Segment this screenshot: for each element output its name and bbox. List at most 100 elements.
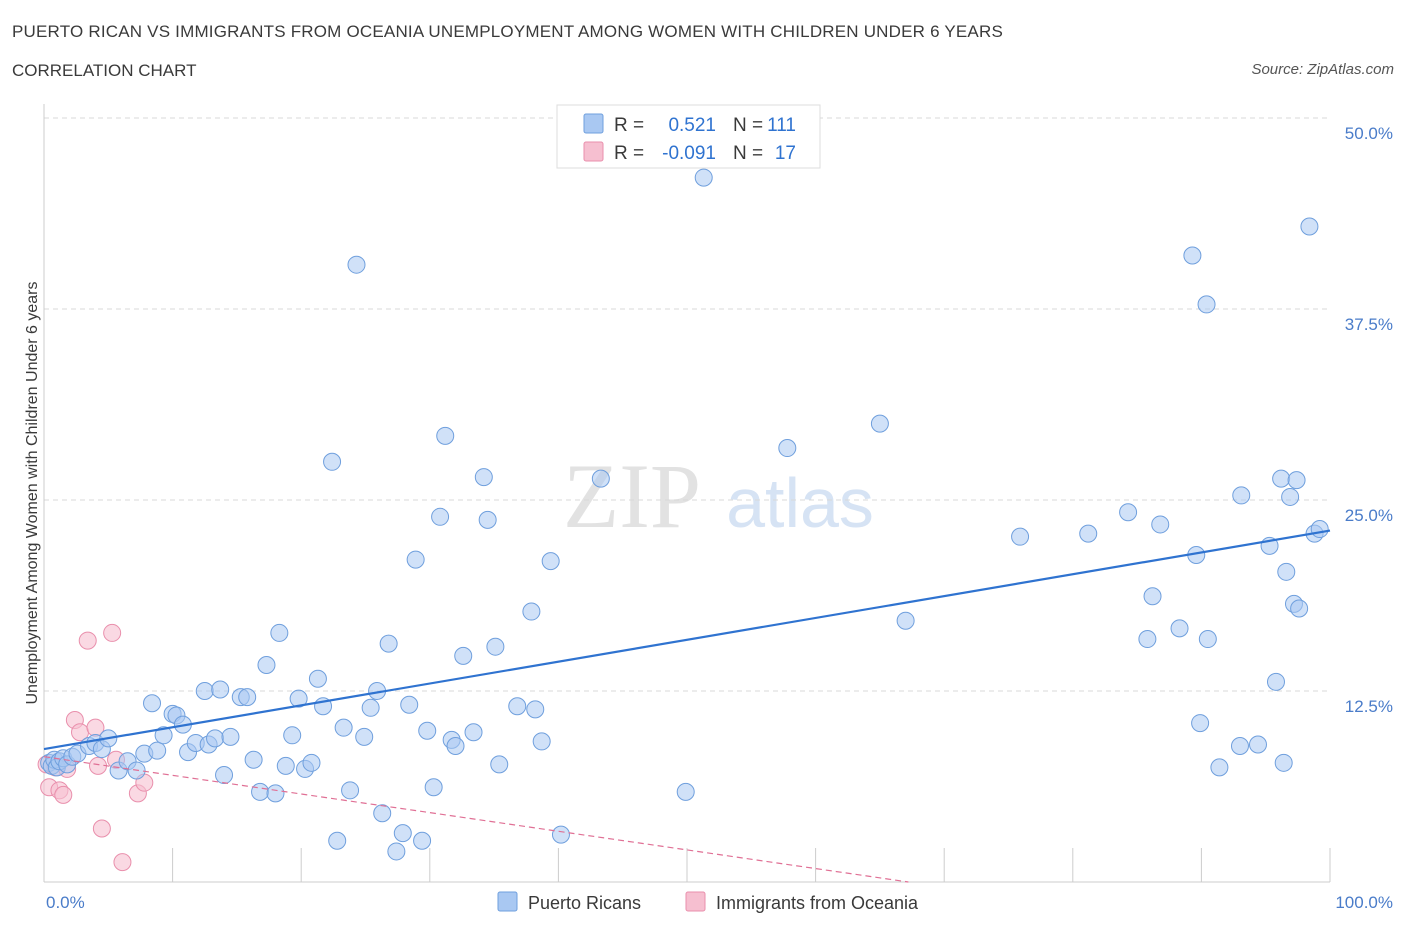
puerto-rican-point-38 xyxy=(276,756,295,775)
x-tick-label-max: 100.0% xyxy=(1335,893,1393,912)
puerto-rican-point-101 xyxy=(1266,672,1285,691)
puerto-rican-point-33 xyxy=(244,750,263,769)
puerto-rican-point-30 xyxy=(221,727,240,746)
puerto-rican-point-105 xyxy=(1281,487,1300,506)
puerto-rican-point-81 xyxy=(778,439,797,458)
series-swatch-oceania xyxy=(685,891,706,912)
puerto-rican-point-75 xyxy=(532,732,551,751)
puerto-rican-point-71 xyxy=(490,755,509,774)
puerto-rican-point-37 xyxy=(270,623,289,642)
puerto-rican-point-54 xyxy=(379,634,398,653)
puerto-rican-point-63 xyxy=(436,426,455,445)
puerto-rican-point-103 xyxy=(1274,753,1293,772)
puerto-rican-point-85 xyxy=(1079,524,1098,543)
watermark: ZIP atlas xyxy=(563,445,874,547)
series-label-oceania: Immigrants from Oceania xyxy=(716,893,919,913)
x-tick-label-min: 0.0% xyxy=(46,893,85,912)
x-tick-labels: 0.0% 100.0% xyxy=(46,893,1393,912)
puerto-rican-point-42 xyxy=(302,753,321,772)
puerto-rican-point-50 xyxy=(355,727,374,746)
oceania-point-11 xyxy=(92,819,111,838)
puerto-rican-point-84 xyxy=(1011,527,1030,546)
source-label: Source: ZipAtlas.com xyxy=(1251,61,1394,78)
trend-lines xyxy=(43,529,1331,883)
chart-subtitle: CORRELATION CHART xyxy=(12,61,197,80)
chart-title: PUERTO RICAN VS IMMIGRANTS FROM OCEANIA … xyxy=(12,22,1003,41)
series-legend: Puerto Ricans Immigrants from Oceania xyxy=(497,891,919,913)
puerto-rican-point-88 xyxy=(1143,587,1162,606)
puerto-rican-point-96 xyxy=(1210,758,1229,777)
puerto-rican-point-29 xyxy=(215,766,234,785)
puerto-rican-point-78 xyxy=(591,469,610,488)
y-axis-title: Unemployment Among Women with Children U… xyxy=(24,281,41,704)
puerto-rican-point-61 xyxy=(424,778,443,797)
puerto-rican-point-99 xyxy=(1248,735,1267,754)
puerto-rican-point-107 xyxy=(1287,471,1306,490)
puerto-rican-point-47 xyxy=(334,718,353,737)
puerto-rican-point-68 xyxy=(474,468,493,487)
puerto-rican-point-97 xyxy=(1230,737,1249,756)
oceania-point-4 xyxy=(54,785,73,804)
puerto-rican-point-27 xyxy=(206,729,225,748)
puerto-rican-point-36 xyxy=(266,784,285,803)
puerto-rican-point-51 xyxy=(361,698,380,717)
y-tick-label-1: 25.0% xyxy=(1345,506,1393,525)
puerto-rican-point-87 xyxy=(1138,630,1157,649)
puerto-rican-point-46 xyxy=(328,831,347,850)
puerto-rican-point-45 xyxy=(323,452,342,471)
puerto-rican-point-25 xyxy=(195,682,214,700)
puerto-rican-point-57 xyxy=(400,695,419,714)
puerto-rican-point-80 xyxy=(694,168,713,187)
puerto-rican-point-40 xyxy=(289,689,308,708)
puerto-rican-point-102 xyxy=(1272,469,1291,488)
legend-n-value-blue: 111 xyxy=(767,115,796,136)
puerto-rican-point-77 xyxy=(551,825,570,844)
puerto-rican-point-109 xyxy=(1300,217,1319,236)
oceania-point-12 xyxy=(103,623,122,642)
legend-n-value-pink: 17 xyxy=(775,143,796,164)
puerto-rican-point-17 xyxy=(143,694,162,713)
puerto-rican-point-18 xyxy=(148,741,167,760)
y-tick-label-3: 50.0% xyxy=(1345,124,1393,143)
puerto-rican-point-73 xyxy=(522,602,541,621)
puerto-rican-point-93 xyxy=(1191,714,1210,733)
legend-r-value-pink: -0.091 xyxy=(662,143,716,164)
puerto-rican-point-66 xyxy=(454,646,473,665)
puerto-rican-point-58 xyxy=(406,550,425,569)
legend-swatch-pink xyxy=(583,141,604,162)
puerto-rican-point-76 xyxy=(541,552,560,571)
puerto-rican-point-62 xyxy=(431,507,450,526)
puerto-rican-point-91 xyxy=(1183,246,1202,265)
puerto-rican-point-53 xyxy=(373,804,392,823)
y-tick-label-2: 37.5% xyxy=(1345,315,1393,334)
puerto-rican-point-70 xyxy=(486,637,505,656)
legend-r-label-pink: R = xyxy=(614,143,644,164)
puerto-rican-point-49 xyxy=(347,255,366,274)
puerto-rican-point-90 xyxy=(1170,619,1189,638)
puerto-rican-point-32 xyxy=(238,688,257,707)
y-tick-labels: 12.5% 25.0% 37.5% 50.0% xyxy=(1345,124,1393,716)
series-label-puerto-ricans: Puerto Ricans xyxy=(528,893,641,913)
legend-r-label-blue: R = xyxy=(614,115,644,136)
puerto-rican-point-34 xyxy=(251,782,270,801)
series-swatch-puerto-ricans xyxy=(497,891,518,912)
puerto-rican-point-59 xyxy=(413,831,432,850)
stats-legend: R = 0.521 N = 111 R = -0.091 N = 17 xyxy=(556,104,821,169)
puerto-rican-point-95 xyxy=(1198,630,1217,649)
oceania-point-8 xyxy=(78,631,97,650)
legend-swatch-blue xyxy=(583,113,604,134)
puerto-rican-point-94 xyxy=(1197,295,1216,314)
puerto-rican-point-72 xyxy=(508,697,527,716)
puerto-rican-point-65 xyxy=(446,737,465,756)
puerto-rican-point-69 xyxy=(478,510,497,529)
axes xyxy=(43,104,1331,883)
legend-r-value-blue: 0.521 xyxy=(668,115,716,136)
puerto-rican-point-108 xyxy=(1290,599,1309,618)
legend-n-label-pink: N = xyxy=(733,143,763,164)
puerto-rican-point-86 xyxy=(1119,503,1138,522)
puerto-rican-point-35 xyxy=(257,656,276,675)
puerto-rican-point-19 xyxy=(154,726,173,745)
watermark-zip: ZIP xyxy=(563,445,701,547)
oceania-point-14 xyxy=(113,853,132,872)
